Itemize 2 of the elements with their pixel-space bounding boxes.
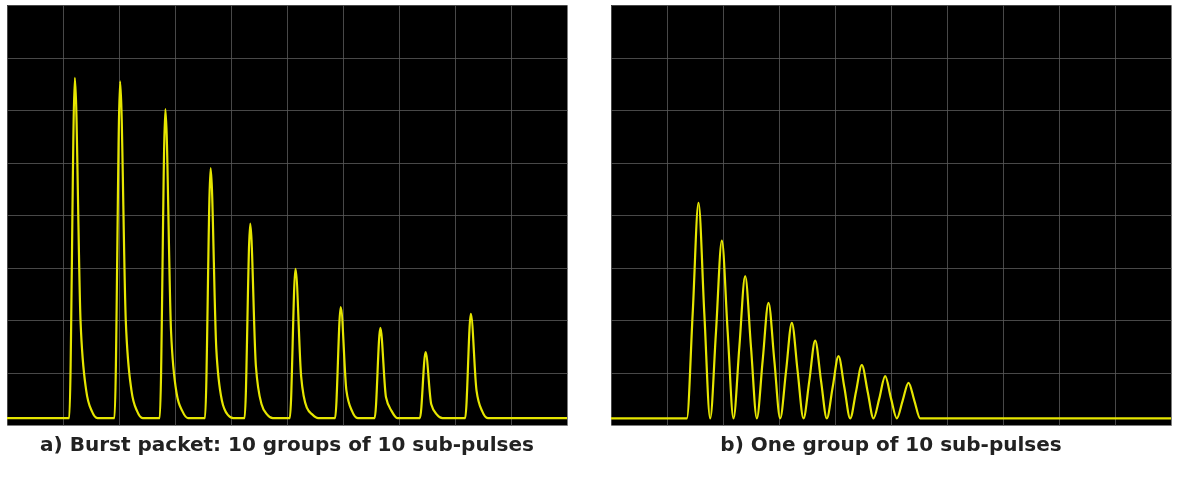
text: a) Burst packet: 10 groups of 10 sub-pulses	[40, 432, 534, 456]
text: b) One group of 10 sub-pulses	[720, 432, 1062, 456]
